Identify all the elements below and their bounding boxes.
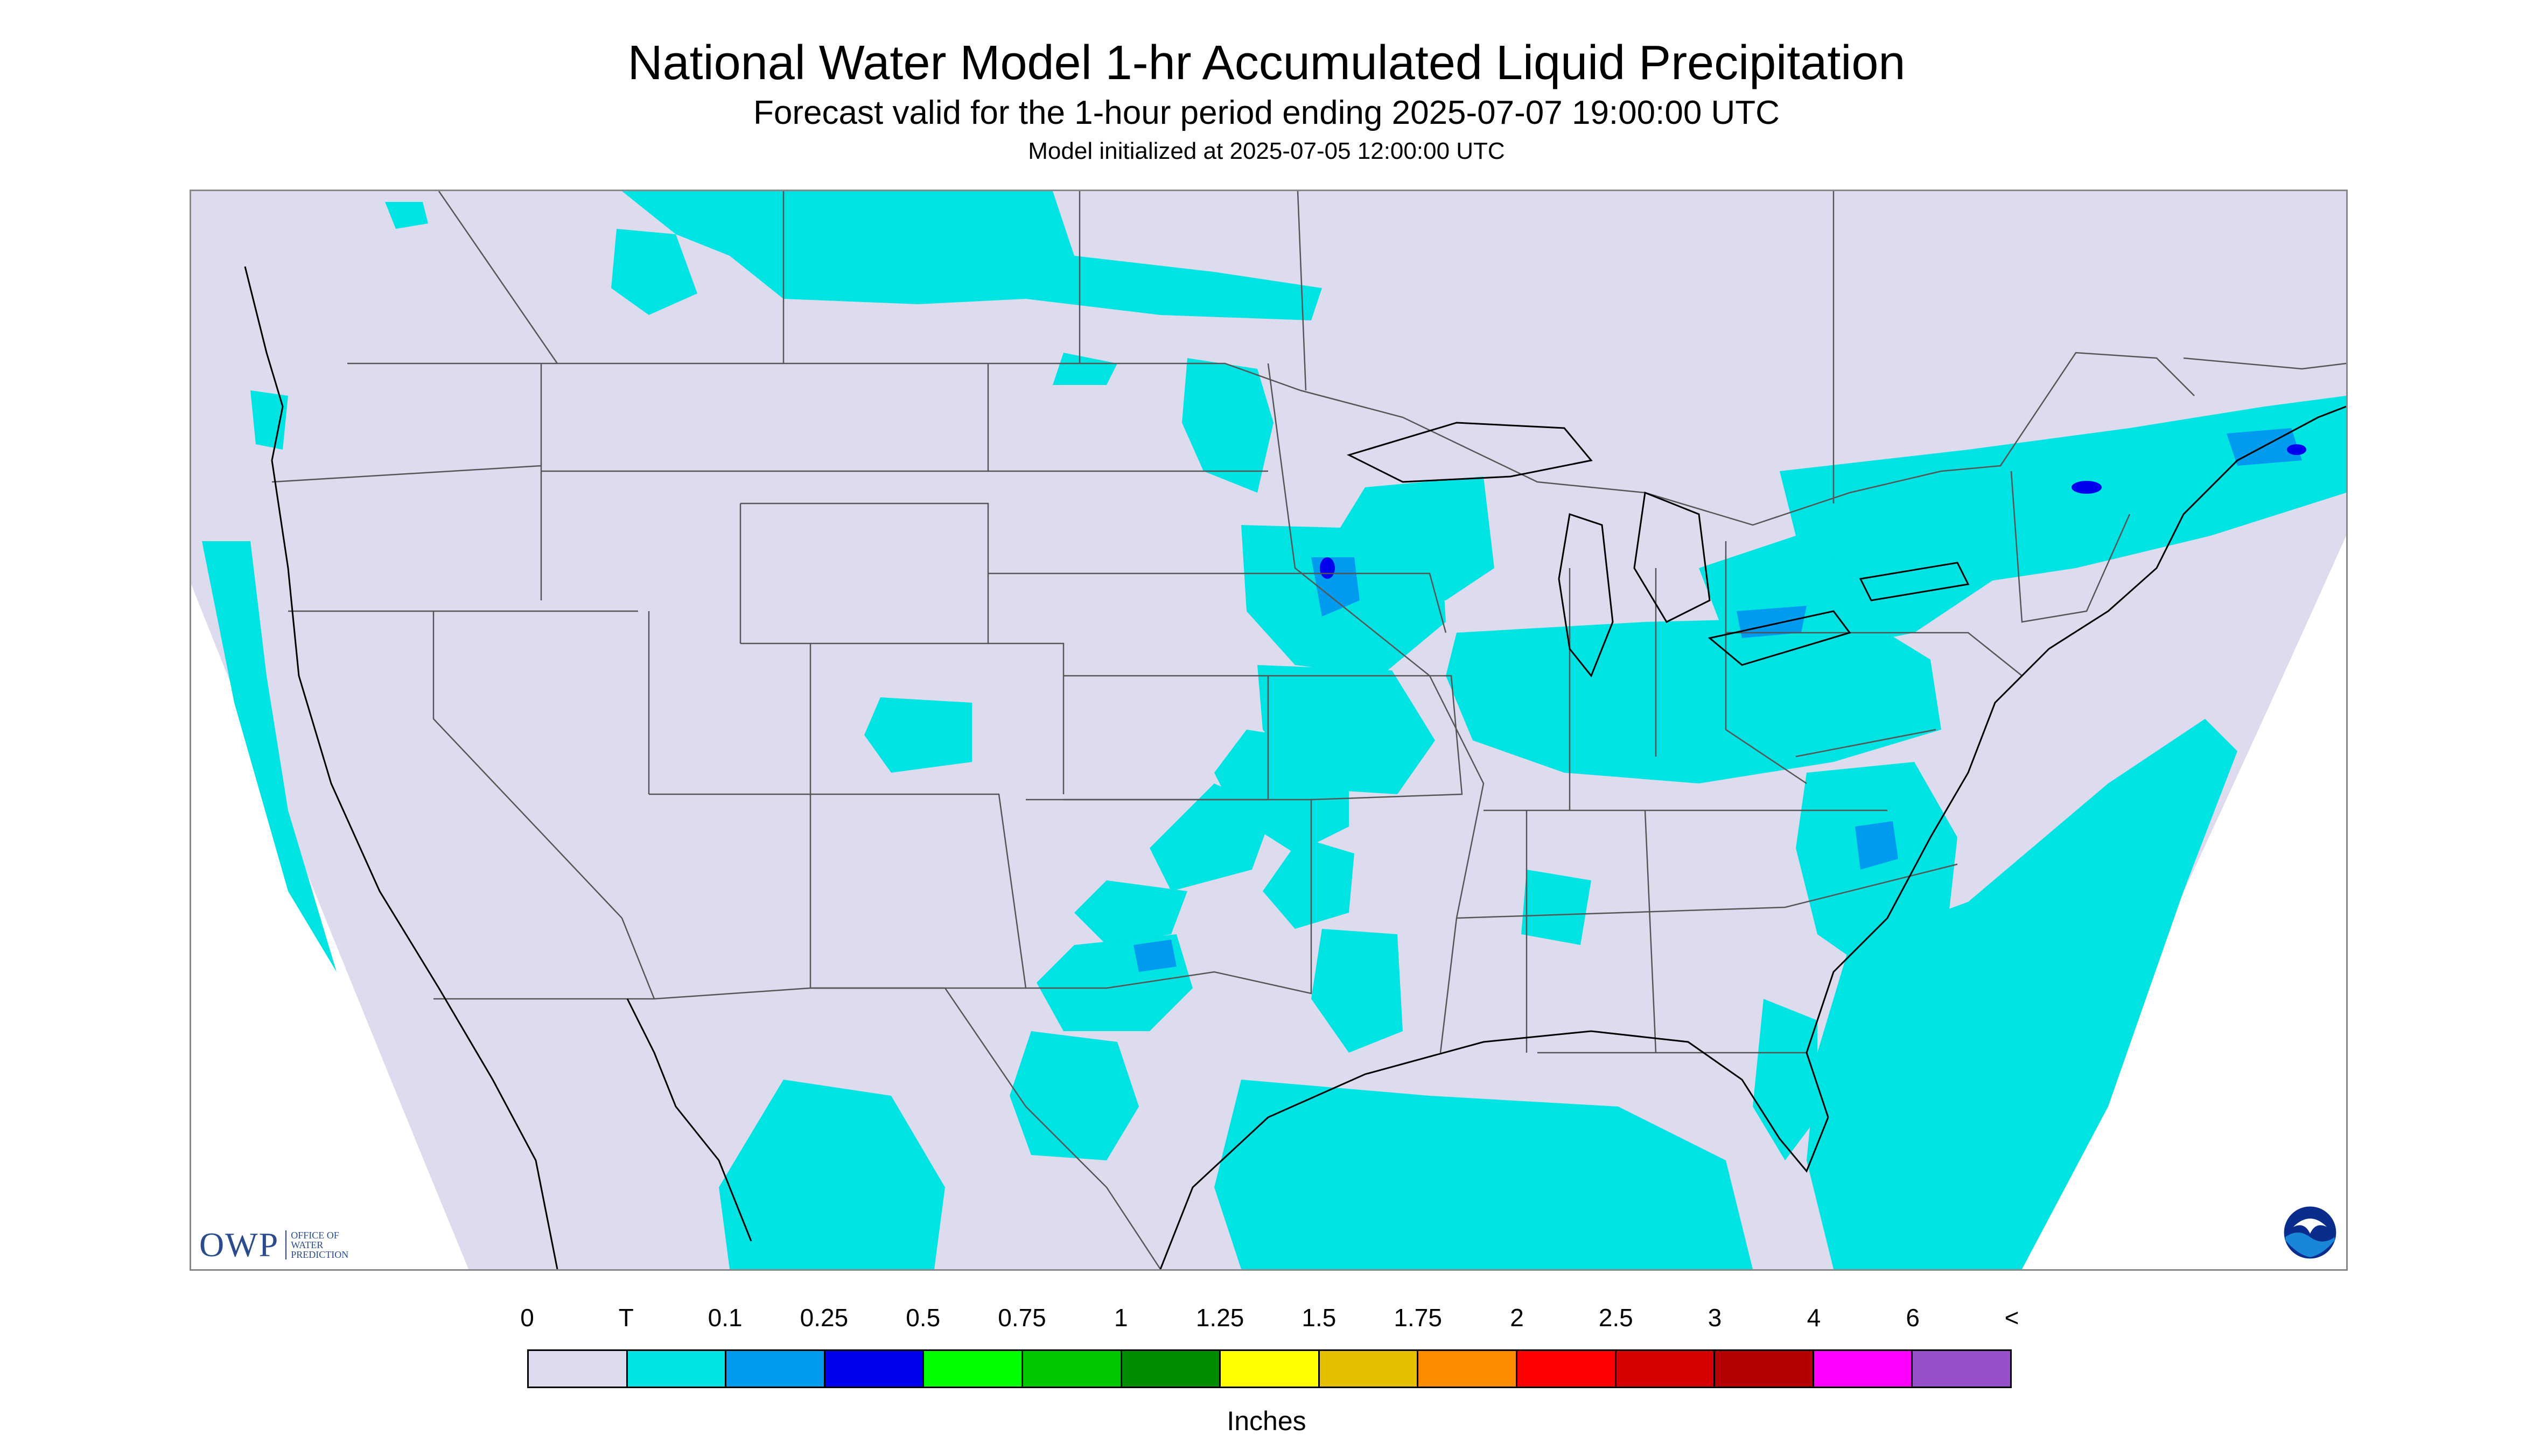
precip-area-carolinas [1796, 762, 1957, 972]
pacific-coastline [244, 266, 558, 1269]
legend-color-bar [527, 1349, 2012, 1388]
state-border-mn-ia [1268, 572, 1447, 633]
owp-logo-subtext: OFFICE OF WATER PREDICTION [285, 1230, 366, 1259]
legend-label-1: T [618, 1304, 634, 1332]
precip-area-minnesota [1182, 358, 1274, 493]
model-init-time: Model initialized at 2025-07-05 12:00:00… [1028, 138, 1505, 164]
state-border-tn-ms [1456, 863, 1958, 919]
legend-swatch-0 [529, 1351, 628, 1387]
legend-swatch-8 [1319, 1351, 1419, 1387]
precip-area-saskatchewan [611, 229, 697, 315]
precip-area-atlantic [1807, 719, 2237, 1269]
legend-swatch-12 [1715, 1351, 1814, 1387]
peak-precip-nb [2287, 444, 2306, 455]
precip-area-mexico [719, 1080, 945, 1269]
legend-label-10: 2 [1510, 1304, 1524, 1332]
state-border-mississippi-river [1267, 363, 1485, 1053]
legend-swatch-5 [1023, 1351, 1122, 1387]
legend-label-5: 0.75 [998, 1304, 1046, 1332]
legend-swatch-2 [726, 1351, 825, 1387]
precip-area-washington [250, 390, 288, 450]
map-subtitle: Forecast valid for the 1-hour period end… [753, 94, 1780, 131]
legend-swatch-4 [924, 1351, 1023, 1387]
legend-label-7: 1.25 [1195, 1304, 1244, 1332]
legend-label-3: 0.25 [800, 1304, 849, 1332]
legend-swatch-7 [1221, 1351, 1320, 1387]
state-border-oh-pa [1725, 541, 1807, 785]
legend-swatch-9 [1418, 1351, 1517, 1387]
state-border-va-nc [1795, 729, 1936, 758]
precip-area-pacific [202, 541, 337, 972]
lake-superior [1346, 422, 1593, 483]
province-border-mb-on [1297, 191, 1307, 391]
precip-area-alberta [385, 202, 428, 229]
atlantic-coastline [1806, 405, 2346, 1118]
legend-label-0: 0 [520, 1304, 534, 1332]
noaa-logo-icon [2282, 1205, 2338, 1261]
precip-area-canada [622, 191, 1322, 320]
province-border-bc-ab [438, 191, 558, 364]
lake-huron [1633, 491, 1711, 623]
state-border-new-england [2010, 471, 2131, 623]
legend-label-2: 0.1 [708, 1304, 743, 1332]
legend-label-12: 3 [1708, 1304, 1722, 1332]
precip-area-quebec [1780, 396, 2346, 584]
owp-logo: OWP OFFICE OF WATER PREDICTION [199, 1225, 366, 1265]
heavy-precip-ohio [1737, 606, 1807, 638]
legend-labels: 0 T 0.1 0.25 0.5 0.75 1 1.25 1.5 1.75 2 2.5 3 4 6 < [0, 1303, 2533, 1335]
legend-label-6: 1 [1114, 1304, 1128, 1332]
precip-area-alabama [1521, 870, 1591, 945]
coastlines [244, 266, 2346, 1269]
precipitation-map [190, 190, 2348, 1271]
legend-swatch-1 [627, 1351, 727, 1387]
gulf-coastline [1159, 1030, 1829, 1269]
precip-area-gulf [1214, 1080, 1753, 1269]
us-canada-border [347, 352, 2195, 526]
legend-label-11: 2.5 [1598, 1304, 1633, 1332]
precip-area-northdakota [1053, 353, 1117, 385]
baja-coastline [626, 998, 752, 1242]
owp-logo-text: OWP [199, 1226, 279, 1264]
state-border-al-ga [1644, 810, 1657, 1053]
legend-swatch-14 [1913, 1351, 2010, 1387]
state-border-ia-mo [1268, 675, 1463, 801]
precip-area-south-texas [1010, 1031, 1139, 1160]
precip-area-florida [1753, 999, 1817, 1160]
legend-swatch-11 [1616, 1351, 1716, 1387]
map-canvas [191, 191, 2346, 1269]
legend-label-15: < [2004, 1304, 2019, 1332]
heavy-precip-texas [1133, 940, 1177, 972]
precip-area-oklahoma [1074, 880, 1187, 945]
state-border-ca-nv [432, 611, 655, 999]
precip-area-kansas [1150, 783, 1274, 891]
legend-unit: Inches [1227, 1406, 1306, 1436]
precip-area-mississippi [1311, 929, 1403, 1053]
peak-precip-minnesota [1320, 557, 1335, 579]
legend-swatch-3 [825, 1351, 925, 1387]
state-border-tx-mx [810, 987, 1161, 1269]
legend-label-4: 0.5 [906, 1304, 941, 1332]
map-title: National Water Model 1-hr Accumulated Li… [627, 36, 1906, 90]
legend-swatch-6 [1122, 1351, 1221, 1387]
political-borders [271, 191, 2346, 1269]
peak-precip-maine [2072, 481, 2102, 494]
heavy-precip-carolina [1855, 821, 1898, 870]
state-border-ok-tx [1026, 799, 1312, 995]
lake-ontario [1859, 562, 1970, 601]
legend-label-9: 1.75 [1394, 1304, 1442, 1332]
lake-erie [1708, 610, 1851, 666]
legend-swatch-10 [1517, 1351, 1617, 1387]
legend-label-14: 6 [1906, 1304, 1920, 1332]
province-border-qc-nb [2183, 357, 2346, 370]
legend-label-8: 1.5 [1302, 1304, 1337, 1332]
state-border-pa-ny [1726, 632, 2023, 676]
legend-swatch-13 [1814, 1351, 1913, 1387]
lake-michigan [1558, 513, 1614, 677]
legend-label-13: 4 [1807, 1304, 1821, 1332]
precip-area-arkansas [1263, 837, 1354, 929]
state-border-wa-or [271, 465, 542, 483]
state-border-co-ks [988, 642, 1065, 794]
precip-area-colorado [864, 697, 972, 773]
state-border-us-mx [433, 987, 811, 1000]
